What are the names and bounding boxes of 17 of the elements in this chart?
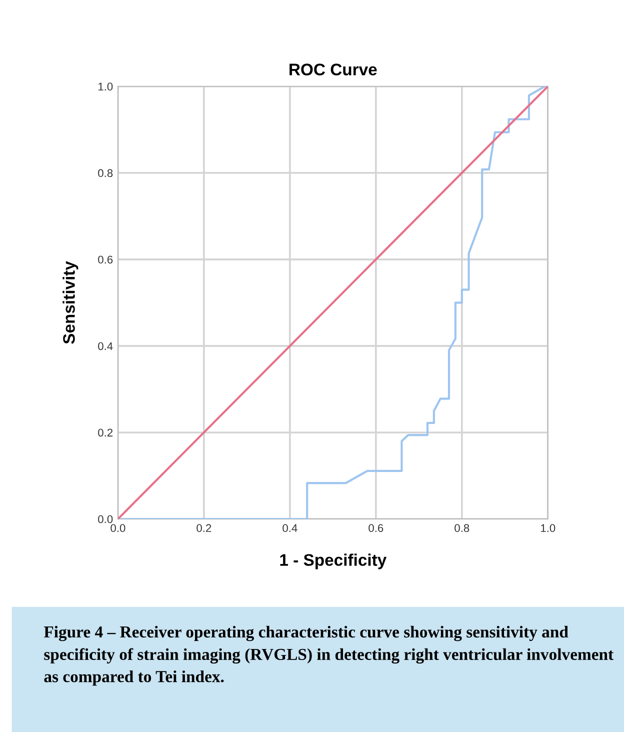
x-tick-label: 0.2 [196,524,212,532]
x-tick-label: 0.6 [368,524,384,532]
x-tick-label: 0.8 [454,524,470,532]
y-tick-label: 0.2 [98,428,113,437]
caption: Figure 4 – Receiver operating characteristic curve showing sensitivity and specificity of strain imaging (RVGLS) in detecting right ventricular involvement as compared to Tei index. [44,626,614,686]
y-tick-label: 0.6 [98,256,113,264]
y-axis-title: Sensitivity [62,261,78,344]
y-tick-label: 0.0 [98,515,113,524]
line-series [118,86,548,519]
chart-title: ROC Curve [290,64,377,76]
y-tick-label: 1.0 [98,82,113,91]
y-tick-label: 0.8 [98,169,113,178]
x-axis-title: 1 - Specificity [280,554,387,570]
y-tick-label: 0.4 [98,342,113,350]
x-tick-label: 0.0 [110,524,126,532]
x-tick-label: 0.4 [282,524,298,532]
x-tick-label: 1.0 [540,524,556,532]
